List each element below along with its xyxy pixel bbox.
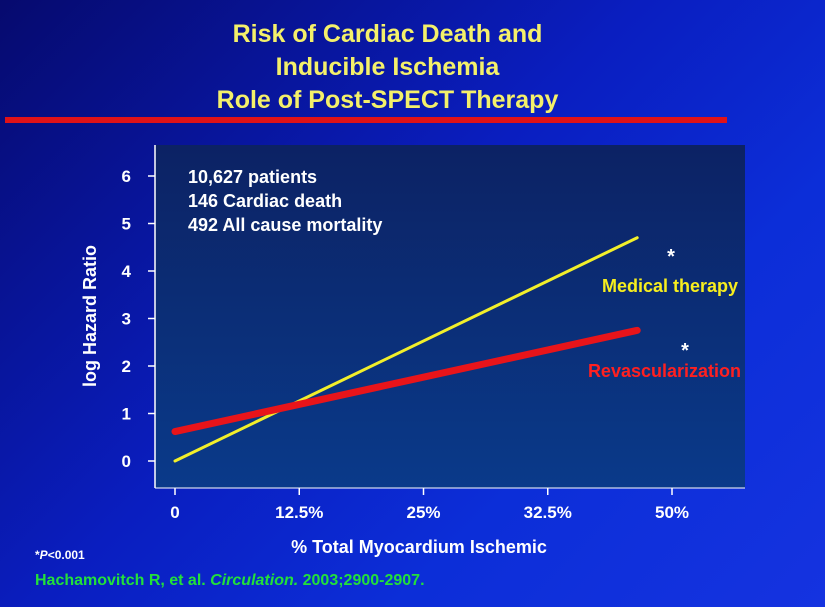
y-tick-label: 6 <box>122 167 131 186</box>
series-line-medical-therapy <box>173 236 639 463</box>
y-tick-label: 0 <box>122 452 131 471</box>
title-line-3: Role of Post-SPECT Therapy <box>216 86 559 114</box>
axis-ticks: 0 1 2 3 4 5 6 0 12.5% 25% 32.5% 50% <box>122 167 689 522</box>
title-line-2: Inducible Ischemia <box>275 53 500 81</box>
significance-marker: * <box>681 340 689 362</box>
series-layer: Medical therapy*Revascularization* <box>171 236 741 463</box>
footnote-asterisk: * <box>35 548 40 562</box>
y-tick-label: 4 <box>122 262 132 281</box>
series-label: Revascularization <box>588 361 741 381</box>
significance-marker: * <box>667 246 675 268</box>
footnote-value: <0.001 <box>47 548 85 562</box>
annotation-cardiac-death: 146 Cardiac death <box>188 191 342 211</box>
x-tick-label: 50% <box>655 503 689 522</box>
citation-authors: Hachamovitch R, et al. <box>35 572 211 589</box>
footnote-p: P <box>39 548 48 562</box>
y-axis-title: log Hazard Ratio <box>80 245 100 387</box>
title-underline-rule <box>5 117 727 123</box>
y-tick-label: 1 <box>122 405 131 424</box>
slide-title: Risk of Cardiac Death and Inducible Isch… <box>0 18 775 117</box>
citation-ref: 2003;2900-2907. <box>298 572 425 589</box>
citation-journal: Circulation. <box>210 572 299 589</box>
x-tick-label: 25% <box>406 503 440 522</box>
x-tick-label: 32.5% <box>524 503 572 522</box>
x-tick-label: 0 <box>170 503 179 522</box>
y-tick-label: 3 <box>122 310 131 329</box>
y-tick-label: 2 <box>122 357 131 376</box>
series-label: Medical therapy <box>602 276 738 296</box>
x-tick-label: 12.5% <box>275 503 323 522</box>
series-line-revascularization <box>171 326 641 436</box>
citation: Hachamovitch R, et al. Circulation. 2003… <box>35 572 425 590</box>
x-axis-title: % Total Myocardium Ischemic <box>291 537 547 557</box>
footnote: *P<0.001 <box>35 548 85 562</box>
title-line-1: Risk of Cardiac Death and <box>232 20 543 48</box>
annotation-all-cause-mortality: 492 All cause mortality <box>188 215 382 235</box>
y-tick-label: 5 <box>122 215 131 234</box>
annotation-patients: 10,627 patients <box>188 167 317 187</box>
plot-area <box>155 145 745 488</box>
